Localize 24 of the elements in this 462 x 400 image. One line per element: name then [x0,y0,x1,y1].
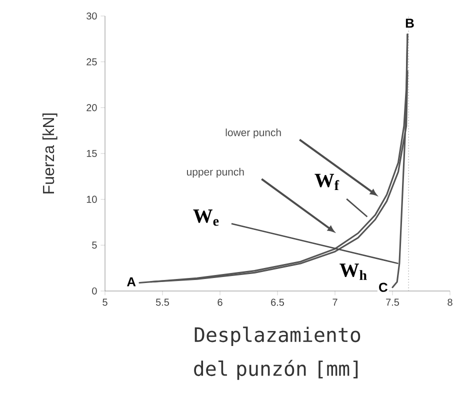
annotation: B [406,18,414,28]
y-tick-label: 10 [86,196,97,203]
y-tick-label: 0 [92,287,97,295]
annotation: upper punch [186,168,244,178]
annotation: lower punch [226,128,281,138]
x-tick-label: 7.5 [386,298,400,306]
y-tick-label: 30 [86,12,97,20]
annotation: W$_{e}$ [193,210,219,226]
y-tick-label: 5 [92,242,97,249]
x-tick-label: 8 [448,298,452,306]
x-tick-label: 5 [102,298,108,306]
annotation: A [126,277,136,286]
x-tick-label: 7 [332,298,338,306]
x-tick-label: 6.5 [271,298,284,306]
x-tick-label: 5.5 [156,298,170,306]
y-tick-label: 15 [86,150,97,157]
y-tick-label: 25 [86,58,97,66]
annotation: W$_{h}$ [340,264,367,280]
annotation: W$_{f}$ [314,174,340,190]
y-axis-title: Fuerza [kN] [42,113,58,194]
x-axis-title: Desplazamiento del punzón [mm] [194,326,360,380]
x-tick-label: 6 [218,298,222,306]
annotation: C [379,282,388,292]
y-tick-label: 20 [86,104,97,112]
